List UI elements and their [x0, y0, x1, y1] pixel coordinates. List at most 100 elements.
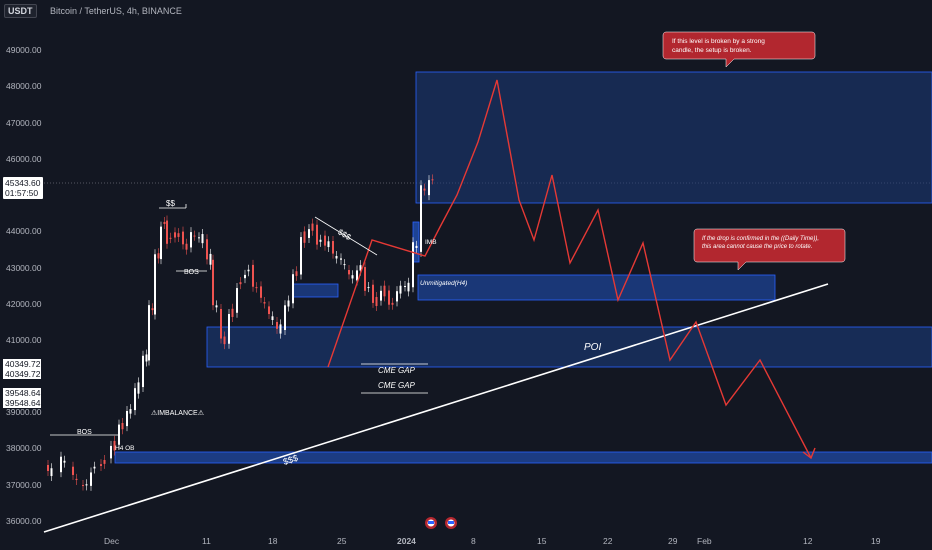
poi-label: POI: [584, 342, 601, 353]
candle-body: [340, 258, 342, 260]
candle-body: [348, 270, 350, 275]
candle-body: [260, 286, 262, 298]
liquidity-label: $$$: [282, 453, 299, 467]
candle-body: [308, 229, 310, 238]
candle-body: [388, 290, 390, 305]
chart-header: USDT Bitcoin / TetherUS, 4h, BINANCE: [0, 0, 932, 22]
callout-text-top: If this level is broken by a strong candl…: [672, 38, 765, 54]
projection-path[interactable]: [327, 79, 812, 459]
unmitigated-label: Unmitigated(H4): [420, 280, 467, 287]
bos-label: BOS: [184, 269, 199, 276]
candle-body: [404, 285, 406, 287]
price-marker-label: 40349.72: [5, 369, 41, 379]
symbol-title[interactable]: Bitcoin / TetherUS, 4h, BINANCE: [50, 6, 182, 16]
candle-body: [126, 410, 128, 427]
candle-body: [359, 265, 362, 271]
candle-body: [93, 466, 96, 469]
callout-box-mid[interactable]: [693, 228, 846, 271]
candle-body: [423, 188, 426, 191]
candle-body: [121, 423, 124, 430]
candle-body: [263, 302, 266, 304]
candle-body: [343, 264, 346, 266]
candle-body: [276, 321, 278, 329]
price-tick: 39000.00: [6, 407, 42, 417]
candle-body: [351, 275, 354, 279]
candle-body: [193, 235, 196, 237]
candle-body: [129, 409, 132, 414]
candle-body: [223, 336, 226, 345]
candle-body: [324, 235, 326, 246]
h4-ob-label: H4 OB: [115, 445, 135, 452]
price-tick: 37000.00: [6, 480, 42, 490]
candle-body: [215, 305, 218, 308]
candle-body: [380, 290, 382, 301]
candle-body: [75, 478, 78, 481]
candle-body: [142, 355, 144, 388]
candle-body: [50, 468, 53, 477]
candle-body: [154, 254, 156, 315]
invalidation-zone[interactable]: [415, 71, 932, 204]
candle-body: [268, 306, 270, 315]
price-tick: 48000.00: [6, 81, 42, 91]
candle-body: [247, 269, 250, 272]
current-price-label: 45343.60: [5, 178, 41, 188]
time-tick: 2024: [397, 536, 416, 546]
candle-body: [287, 300, 290, 307]
candle-body: [428, 180, 430, 196]
candle-body: [311, 223, 314, 231]
us-flag-event-icon[interactable]: [425, 517, 437, 529]
time-tick: 8: [471, 536, 476, 546]
cme-gap-label: CME GAP: [378, 381, 416, 390]
candle-body: [110, 445, 112, 459]
candle-body: [220, 309, 222, 339]
candle-body: [63, 460, 66, 463]
candle-body: [332, 241, 334, 254]
time-axis: Dec 11 18 25 2024 8 15 22 29 Feb 12 19: [104, 536, 881, 546]
candle-body: [118, 424, 120, 445]
candlestick-series: [47, 174, 434, 491]
candle-body: [244, 274, 246, 279]
candle-body: [372, 284, 374, 303]
liquidity-label: $$: [166, 199, 175, 208]
candle-body: [303, 231, 306, 243]
candle-body: [399, 285, 402, 294]
symbol-badge[interactable]: USDT: [4, 4, 37, 18]
countdown-label: 01:57:50: [5, 188, 38, 198]
price-marker-pill: [3, 359, 41, 379]
us-flag-event-icon[interactable]: [445, 517, 457, 529]
candle-body: [375, 297, 378, 306]
candle-body: [182, 231, 184, 245]
candle-body: [47, 465, 49, 471]
candle-body: [212, 259, 214, 306]
candle-body: [415, 245, 418, 248]
time-tick: Feb: [697, 536, 712, 546]
callout-box-top[interactable]: [662, 31, 816, 68]
imbalance-label: ⚠IMBALANCE⚠: [151, 409, 204, 417]
time-tick: 11: [202, 536, 211, 546]
candle-body: [412, 242, 414, 288]
candle-body: [364, 267, 366, 291]
candle-body: [148, 305, 150, 361]
trendline[interactable]: [43, 283, 829, 533]
h4-ob-zone[interactable]: [114, 451, 932, 464]
candle-body: [100, 464, 102, 466]
small-imbalance-zone[interactable]: [292, 283, 339, 298]
candle-body: [420, 185, 422, 252]
unmitigated-zone[interactable]: [417, 274, 776, 301]
price-marker-label: 39548.64: [5, 388, 41, 398]
projection-arrowhead: [802, 447, 816, 460]
candle-body: [85, 484, 88, 486]
candle-body: [335, 255, 338, 259]
poi-zone[interactable]: [206, 326, 932, 368]
candle-body: [160, 226, 162, 260]
candle-body: [151, 308, 154, 311]
candle-body: [103, 459, 106, 464]
time-tick: 25: [337, 536, 347, 546]
time-tick: 12: [803, 536, 813, 546]
price-tick: 38000.00: [6, 443, 42, 453]
candle-body: [431, 179, 434, 181]
candle-body: [356, 270, 358, 281]
liquidity-line: [314, 216, 378, 256]
